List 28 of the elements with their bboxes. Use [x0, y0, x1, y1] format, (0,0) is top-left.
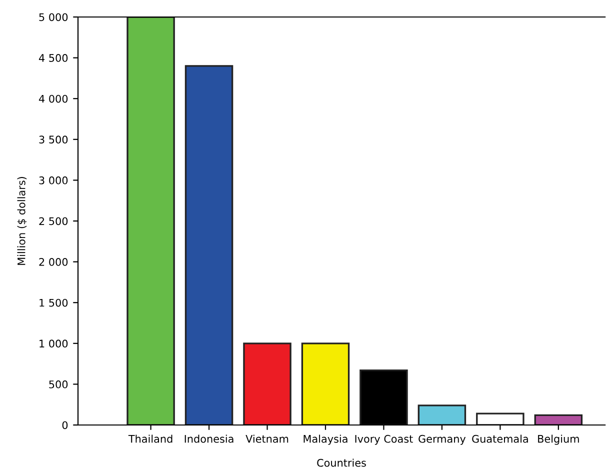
y-tick-label: 3 000 [39, 176, 68, 184]
y-tick-label: 5 000 [39, 13, 68, 22]
y-tick-label: 4 500 [38, 54, 68, 62]
y-tick-label: 2 500 [39, 217, 68, 226]
bar [243, 342, 292, 425]
x-tick-label: Indonesia [184, 434, 234, 443]
x-tick-label: Germany [418, 434, 466, 445]
y-tick-label: 1 500 [40, 298, 68, 307]
y-tick-label: 500 [49, 380, 68, 388]
bar [534, 414, 583, 425]
y-axis-title: Million ($ dollars) [17, 177, 27, 265]
x-tick-label: Vietnam [246, 434, 288, 443]
y-tick-label: 4 000 [38, 94, 68, 103]
x-tick-label: Thailand [128, 434, 172, 443]
y-tick-label: 2 000 [39, 258, 68, 266]
x-tick-label: Malaysia [304, 434, 348, 445]
y-tick-label: 1 000 [40, 340, 68, 348]
x-tick-label: Guatemala [472, 434, 528, 443]
bar [126, 17, 175, 425]
x-tick-label: Belgium [538, 434, 579, 445]
bar [476, 412, 524, 425]
bar [184, 65, 234, 425]
y-tick-label: 3 500 [39, 136, 68, 144]
y-tick-label: 0 [62, 421, 68, 430]
bar [301, 342, 350, 425]
x-tick-label: Ivory Coast [355, 434, 413, 445]
bar [418, 404, 466, 425]
x-axis-title: Countries [317, 458, 366, 467]
